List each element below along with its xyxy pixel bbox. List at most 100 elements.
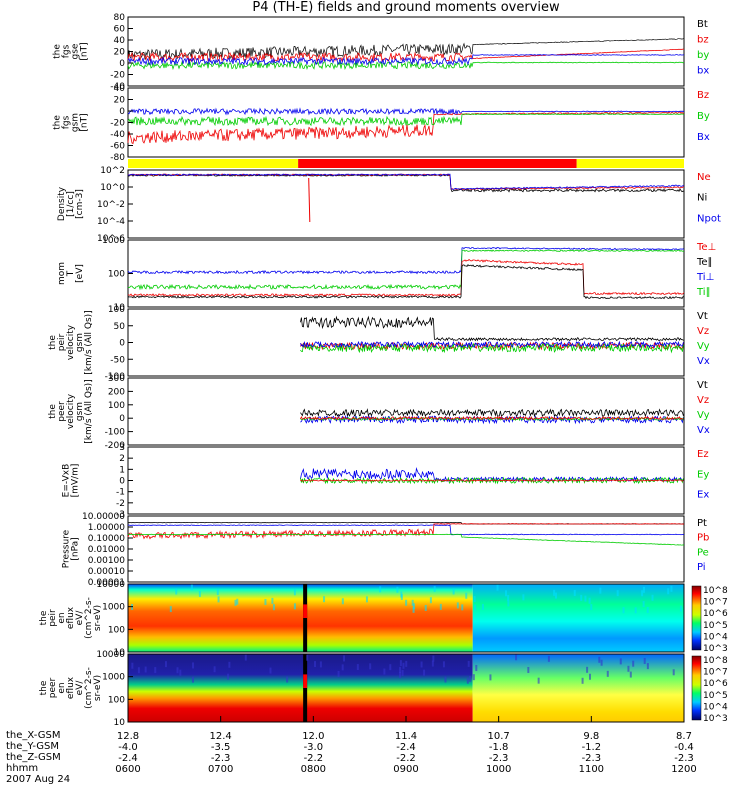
peer_spectrogram-gap-mark bbox=[303, 674, 308, 688]
peir_spectrogram-noise bbox=[507, 600, 510, 607]
legend-Vt: Vt bbox=[697, 380, 708, 391]
peir_spectrogram-noise bbox=[646, 606, 649, 613]
y-axis-label: T bbox=[66, 270, 76, 277]
y-tick-label: 10^0 bbox=[100, 183, 125, 193]
y-axis-label: the bbox=[39, 610, 49, 625]
peir_spectrogram-noise bbox=[473, 596, 476, 603]
y-tick-label: 0 bbox=[119, 477, 125, 487]
y-tick-label: 3 bbox=[119, 443, 125, 453]
y-axis-label: [1/cc] bbox=[66, 191, 76, 217]
peir_spectrogram-noise bbox=[679, 605, 682, 612]
bx-line bbox=[127, 54, 685, 66]
y-tick-label: 100 bbox=[108, 270, 125, 280]
y-tick-label: 60 bbox=[114, 25, 126, 35]
y-axis-label: [eV] bbox=[75, 264, 85, 283]
y-tick-label: -100 bbox=[105, 428, 126, 438]
x-tick-label: -0.4 bbox=[674, 742, 694, 753]
peer_spectrogram-noise bbox=[442, 661, 445, 668]
colorbar-label: 10^4 bbox=[703, 632, 728, 642]
peir_spectrogram-gap-mark bbox=[303, 604, 308, 618]
chart-title: P4 (TH-E) fields and ground moments over… bbox=[252, 0, 560, 15]
y-tick-label: 80 bbox=[114, 13, 126, 23]
y-axis-label: eflux bbox=[66, 606, 76, 629]
peir_spectrogram-noise bbox=[667, 588, 670, 595]
x-tick-label: -3.0 bbox=[304, 742, 324, 753]
y-axis-label: the bbox=[48, 404, 58, 419]
peir_spectrogram-noise bbox=[175, 588, 178, 595]
peir_spectrogram-noise bbox=[293, 589, 296, 596]
y-tick-label: 10 bbox=[114, 718, 126, 728]
peer_spectrogram-noise bbox=[547, 655, 550, 662]
peir_spectrogram-noise bbox=[234, 599, 237, 606]
peer_spectrogram-noise bbox=[515, 654, 518, 661]
legend-By: By bbox=[697, 111, 710, 122]
peir_spectrogram-noise bbox=[590, 604, 593, 611]
y-tick-label: -50 bbox=[110, 355, 125, 365]
colorbar-label: 10^7 bbox=[703, 668, 728, 678]
y-tick-label: 0.00010 bbox=[88, 567, 125, 577]
y-tick-label: -100 bbox=[105, 372, 126, 382]
x-tick-label: -2.4 bbox=[118, 753, 138, 764]
peir_spectrogram-noise bbox=[641, 590, 644, 597]
legend-Bx: Bx bbox=[697, 132, 710, 143]
bx-gsm-line bbox=[127, 107, 685, 116]
y-tick-label: -20 bbox=[110, 119, 125, 129]
x-tick-label: -2.3 bbox=[582, 753, 602, 764]
peir_spectrogram-noise bbox=[584, 595, 587, 602]
x-tick-label: 1100 bbox=[579, 764, 604, 775]
peir_spectrogram-noise bbox=[505, 590, 508, 597]
peer_spectrogram-noise bbox=[164, 661, 167, 668]
legend-Ex: Ex bbox=[697, 490, 709, 501]
x-tick-label: 11.4 bbox=[395, 731, 417, 742]
peir_spectrogram-noise bbox=[293, 603, 296, 610]
y-axis-label: en bbox=[57, 612, 67, 623]
x-tick-label: -2.2 bbox=[396, 753, 416, 764]
by-line bbox=[127, 60, 685, 71]
y-tick-label: 1 bbox=[119, 465, 125, 475]
x-tick-label: 12.0 bbox=[302, 731, 324, 742]
peer_spectrogram-noise bbox=[606, 670, 609, 677]
x-tick-label: -4.0 bbox=[118, 742, 138, 753]
legend-Ey: Ey bbox=[697, 469, 709, 480]
colorbar-label: 10^6 bbox=[703, 679, 728, 689]
y-tick-label: 0 bbox=[119, 107, 125, 117]
legend-bx: bx bbox=[697, 66, 709, 77]
y-tick-label: 10^-2 bbox=[97, 200, 125, 210]
legend-bz: bz bbox=[697, 35, 709, 46]
vt-peir-line bbox=[300, 315, 684, 342]
y-axis-label: peir bbox=[48, 609, 58, 627]
x-tick-label: -2.3 bbox=[489, 753, 509, 764]
y-axis-label: (cm^2-s- bbox=[84, 597, 94, 639]
peer_spectrogram-noise bbox=[191, 676, 194, 683]
peer_spectrogram-noise bbox=[144, 666, 147, 673]
peir_spectrogram-noise bbox=[216, 589, 219, 596]
peer_spectrogram-noise bbox=[600, 659, 603, 666]
peir_spectrogram-colorbar bbox=[691, 585, 702, 651]
y-tick-label: 1000 bbox=[102, 236, 125, 246]
peir_spectrogram-noise bbox=[272, 604, 275, 611]
y-tick-label: 0 bbox=[119, 414, 125, 424]
y-axis-label: sr-eV) bbox=[93, 675, 103, 701]
x-tick-label: 1000 bbox=[486, 764, 511, 775]
peer_spectrogram-noise bbox=[341, 664, 344, 671]
y-tick-label: 20 bbox=[114, 48, 126, 58]
peer_spectrogram-noise bbox=[405, 660, 408, 667]
y-tick-label: 20 bbox=[114, 96, 126, 106]
y-tick-label: 100 bbox=[108, 305, 125, 315]
peer_spectrogram-noise bbox=[586, 666, 589, 673]
legend-Pb: Pb bbox=[697, 533, 709, 544]
y-axis-label: [nT] bbox=[80, 42, 90, 60]
peer_spectrogram-noise bbox=[137, 667, 140, 674]
te-par-line bbox=[127, 264, 685, 300]
peer_spectrogram-noise bbox=[444, 676, 447, 683]
legend-Vt: Vt bbox=[697, 311, 708, 322]
y-tick-label: 300 bbox=[108, 374, 125, 384]
y-tick-label: 0.00001 bbox=[88, 578, 125, 588]
legend-Pe: Pe bbox=[697, 547, 709, 558]
y-tick-label: 0.00100 bbox=[88, 556, 125, 566]
peer_spectrogram-noise bbox=[619, 658, 622, 665]
legend-Vx: Vx bbox=[697, 356, 710, 367]
pressure-frame bbox=[127, 515, 685, 583]
legend-Pi: Pi bbox=[697, 562, 706, 573]
peer_spectrogram-noise bbox=[527, 666, 530, 673]
